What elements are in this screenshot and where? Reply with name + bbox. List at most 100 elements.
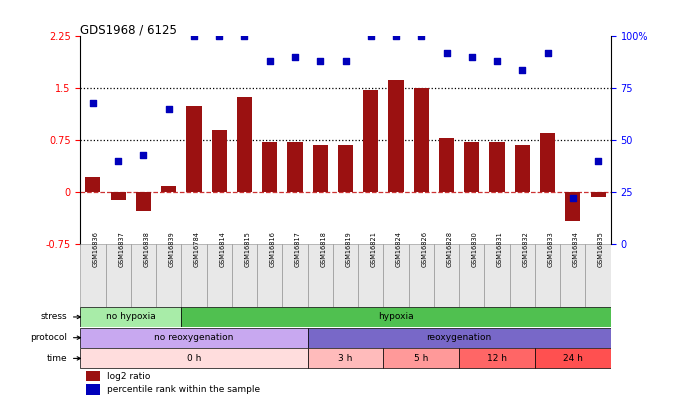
FancyBboxPatch shape: [535, 348, 611, 369]
FancyBboxPatch shape: [181, 244, 207, 307]
FancyBboxPatch shape: [80, 307, 181, 327]
Point: [163, 106, 174, 112]
Text: GSM16833: GSM16833: [548, 231, 554, 266]
FancyBboxPatch shape: [308, 244, 333, 307]
Text: GSM16816: GSM16816: [269, 231, 276, 266]
Bar: [338, 145, 353, 192]
FancyBboxPatch shape: [232, 244, 257, 307]
Bar: [86, 371, 101, 382]
Point: [416, 33, 427, 40]
Point: [466, 54, 477, 60]
FancyBboxPatch shape: [156, 244, 181, 307]
FancyBboxPatch shape: [80, 244, 105, 307]
FancyBboxPatch shape: [80, 348, 308, 369]
Text: 5 h: 5 h: [414, 354, 429, 363]
Text: GSM16784: GSM16784: [194, 231, 200, 267]
Bar: [414, 88, 429, 192]
Bar: [313, 145, 328, 192]
Point: [365, 33, 376, 40]
Bar: [439, 138, 454, 192]
Text: GSM16834: GSM16834: [573, 231, 579, 266]
FancyBboxPatch shape: [408, 244, 434, 307]
Point: [188, 33, 200, 40]
FancyBboxPatch shape: [257, 244, 283, 307]
FancyBboxPatch shape: [105, 244, 131, 307]
Text: GSM16821: GSM16821: [371, 231, 377, 266]
Bar: [489, 142, 505, 192]
Bar: [464, 142, 480, 192]
Point: [567, 195, 579, 201]
Bar: [211, 130, 227, 192]
Text: reoxygenation: reoxygenation: [426, 333, 492, 342]
Point: [390, 33, 401, 40]
FancyBboxPatch shape: [434, 244, 459, 307]
Text: GSM16819: GSM16819: [346, 231, 352, 266]
FancyBboxPatch shape: [333, 244, 358, 307]
Bar: [85, 177, 101, 192]
Text: GSM16826: GSM16826: [422, 231, 427, 267]
Point: [87, 100, 98, 106]
Bar: [540, 133, 555, 192]
Bar: [363, 90, 378, 192]
Bar: [110, 192, 126, 200]
FancyBboxPatch shape: [586, 244, 611, 307]
FancyBboxPatch shape: [535, 244, 560, 307]
Text: GSM16830: GSM16830: [472, 231, 478, 266]
Point: [315, 58, 326, 64]
Bar: [288, 142, 302, 192]
Point: [112, 158, 124, 164]
FancyBboxPatch shape: [207, 244, 232, 307]
Text: GSM16835: GSM16835: [598, 231, 604, 266]
Text: GSM16815: GSM16815: [244, 231, 251, 266]
Text: time: time: [46, 354, 67, 363]
FancyBboxPatch shape: [308, 348, 383, 369]
Text: 24 h: 24 h: [563, 354, 583, 363]
FancyBboxPatch shape: [283, 244, 308, 307]
FancyBboxPatch shape: [383, 348, 459, 369]
Text: GSM16832: GSM16832: [522, 231, 528, 266]
Point: [214, 33, 225, 40]
Text: GSM16814: GSM16814: [219, 231, 225, 266]
Bar: [86, 384, 101, 394]
Text: GSM16837: GSM16837: [118, 231, 124, 266]
Point: [542, 50, 554, 56]
FancyBboxPatch shape: [560, 244, 586, 307]
Text: GSM16818: GSM16818: [320, 231, 326, 266]
Bar: [262, 142, 277, 192]
FancyBboxPatch shape: [131, 244, 156, 307]
Text: percentile rank within the sample: percentile rank within the sample: [107, 385, 260, 394]
FancyBboxPatch shape: [181, 307, 611, 327]
Text: GDS1968 / 6125: GDS1968 / 6125: [80, 23, 177, 36]
Text: GSM16836: GSM16836: [93, 231, 99, 266]
Text: GSM16828: GSM16828: [447, 231, 452, 267]
FancyBboxPatch shape: [80, 328, 308, 347]
FancyBboxPatch shape: [484, 244, 510, 307]
Text: 12 h: 12 h: [487, 354, 507, 363]
FancyBboxPatch shape: [308, 328, 611, 347]
Point: [239, 33, 250, 40]
Bar: [136, 192, 151, 211]
Bar: [514, 145, 530, 192]
FancyBboxPatch shape: [459, 244, 484, 307]
Bar: [186, 106, 202, 192]
FancyBboxPatch shape: [459, 348, 535, 369]
Text: no hypoxia: no hypoxia: [106, 313, 156, 322]
Text: protocol: protocol: [30, 333, 67, 342]
Point: [340, 58, 351, 64]
Text: log2 ratio: log2 ratio: [107, 371, 150, 381]
FancyBboxPatch shape: [358, 244, 383, 307]
Bar: [591, 192, 606, 197]
Text: stress: stress: [40, 313, 67, 322]
Point: [517, 66, 528, 73]
Text: hypoxia: hypoxia: [378, 313, 414, 322]
Bar: [565, 192, 581, 221]
FancyBboxPatch shape: [383, 244, 408, 307]
Text: GSM16831: GSM16831: [497, 231, 503, 266]
Bar: [237, 96, 252, 192]
Point: [290, 54, 301, 60]
Point: [138, 151, 149, 158]
Point: [491, 58, 503, 64]
FancyBboxPatch shape: [510, 244, 535, 307]
Text: 0 h: 0 h: [187, 354, 201, 363]
Text: 3 h: 3 h: [339, 354, 352, 363]
